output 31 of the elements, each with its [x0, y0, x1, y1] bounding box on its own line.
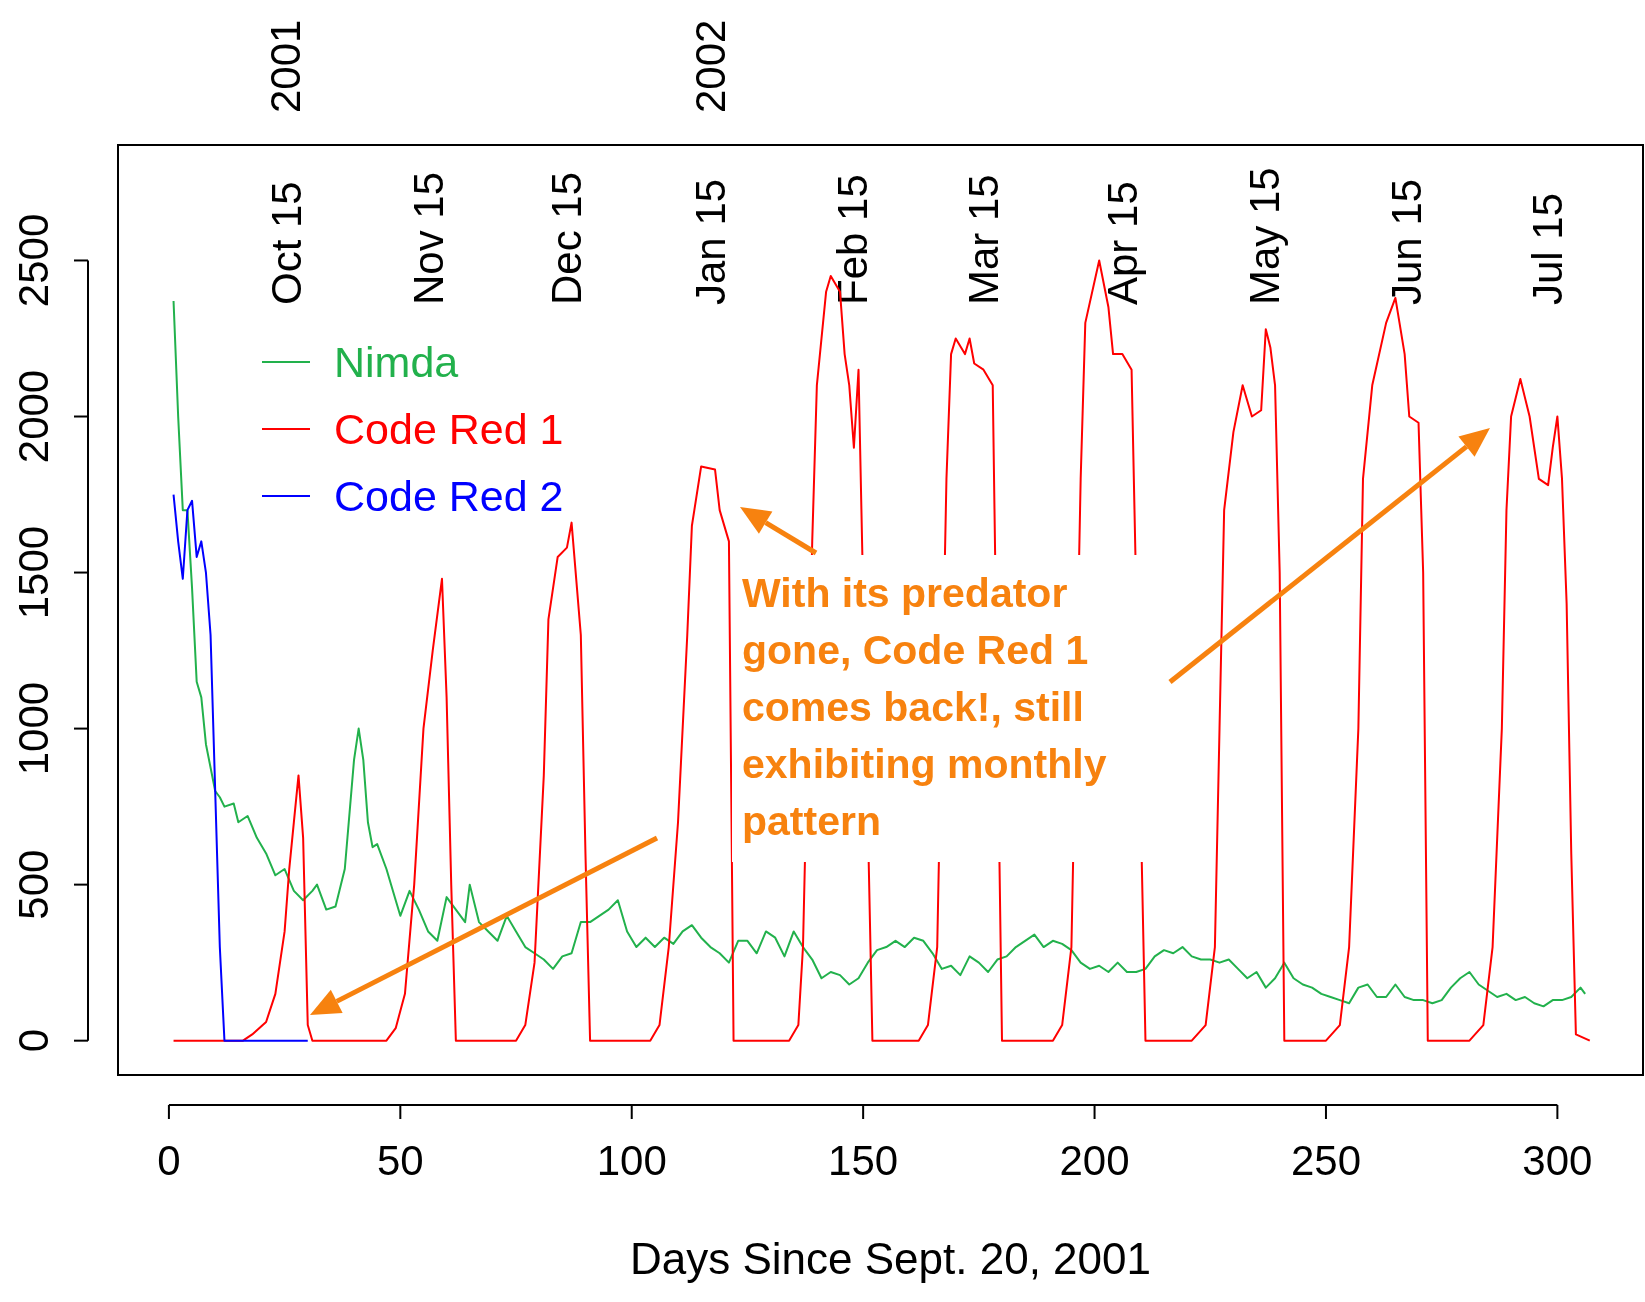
line-series [172, 493, 309, 1042]
y-tick-label: 2000 [10, 369, 57, 464]
y-tick-label: 1500 [10, 525, 57, 620]
annotation: With its predator gone, Code Red 1 comes back!, still exhibiting monthly pattern [742, 570, 1107, 844]
annotation: May 15 [1241, 167, 1288, 305]
x-tick-label: 200 [1059, 1137, 1130, 1184]
x-tick-label: 0 [157, 1137, 181, 1184]
y-tick-label: 500 [10, 849, 57, 920]
x-tick-label: 250 [1290, 1137, 1362, 1184]
legend-label: Code Red 2 [334, 472, 564, 520]
legend-label: Nimda [334, 338, 459, 386]
x-axis-title: Days Since Sept. 20, 2001 [630, 1234, 1151, 1283]
annotation: Apr 15 [1099, 181, 1146, 305]
x-tick-label: 50 [376, 1137, 424, 1184]
legend-label: Code Red 1 [334, 405, 564, 453]
y-tick-label: 0 [10, 1028, 57, 1053]
x-tick-label: 300 [1522, 1137, 1593, 1184]
text: 2002 [687, 19, 734, 113]
annotation: Feb 15 [829, 174, 876, 305]
annotation: Mar 15 [960, 174, 1007, 305]
annotation: Jan 15 [687, 178, 734, 305]
y-tick-label: 2500 [10, 213, 57, 308]
annotation: Nov 15 [405, 171, 452, 305]
x-tick-label: 100 [596, 1137, 667, 1184]
annotation: Jul 15 [1524, 192, 1571, 305]
y-tick-label: 1000 [10, 681, 57, 776]
x-tick-label: 150 [828, 1137, 899, 1184]
text: 2001 [262, 19, 309, 113]
annotation: Dec 15 [543, 171, 590, 305]
annotation: Oct 15 [263, 181, 310, 305]
annotation: Jun 15 [1383, 178, 1430, 305]
